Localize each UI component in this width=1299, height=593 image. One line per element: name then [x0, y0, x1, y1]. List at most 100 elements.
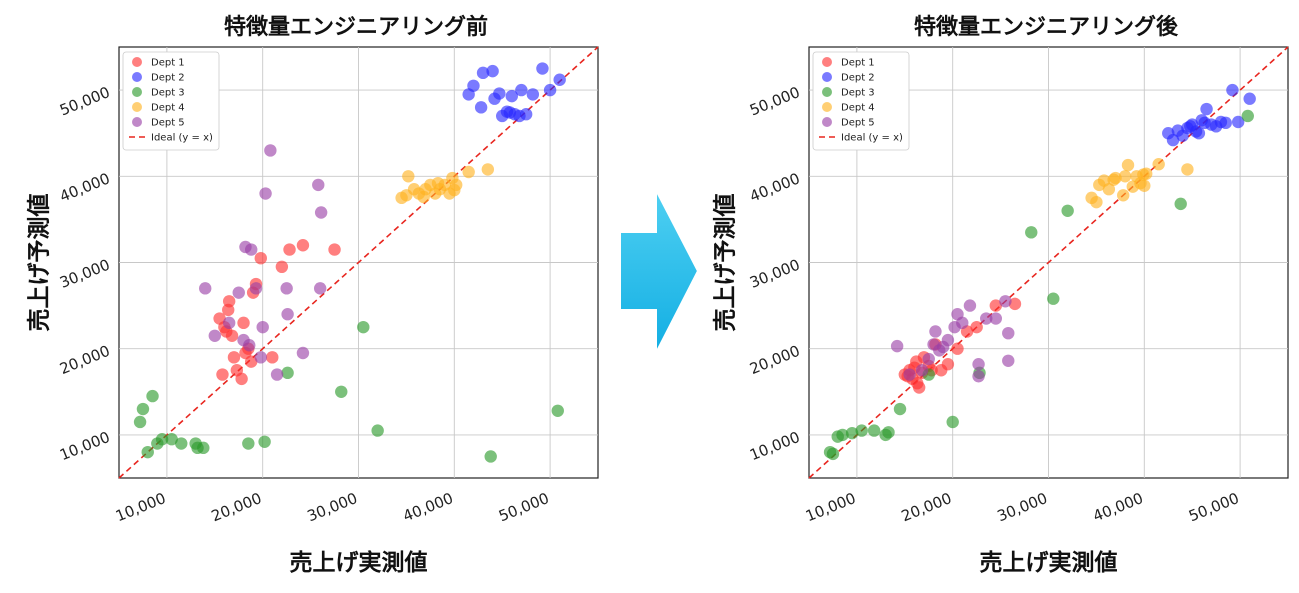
- data-point-dept-2: [515, 83, 528, 97]
- legend-label: Dept 2: [841, 73, 875, 84]
- legend-marker: [132, 117, 142, 127]
- data-point-dept-5: [243, 339, 256, 352]
- data-point-dept-4: [1090, 195, 1103, 209]
- data-point-dept-3: [371, 424, 384, 437]
- data-point-dept-4: [431, 176, 445, 190]
- data-point-dept-3: [882, 426, 895, 439]
- data-point-dept-3: [136, 402, 150, 416]
- data-point-dept-5: [890, 339, 904, 353]
- data-point-dept-5: [999, 295, 1012, 308]
- data-point-dept-1: [227, 351, 241, 364]
- data-point-dept-4: [1107, 173, 1120, 186]
- legend-label: Dept 2: [151, 73, 185, 84]
- data-point-dept-5: [963, 299, 977, 312]
- y-tick-label: 30,000: [57, 256, 112, 292]
- data-point-dept-3: [855, 424, 868, 437]
- y-tick-label: 20,000: [747, 342, 802, 378]
- legend-marker: [822, 102, 832, 112]
- legend-label: Dept 3: [151, 88, 185, 99]
- data-point-dept-3: [1025, 226, 1038, 239]
- data-point-dept-4: [462, 165, 475, 179]
- data-point-dept-3: [1174, 197, 1187, 211]
- data-point-dept-5: [281, 308, 294, 321]
- ideal-line: [808, 46, 1289, 479]
- legend-label: Dept 3: [841, 88, 875, 99]
- data-point-dept-2: [505, 89, 518, 103]
- legend: Dept 1 Dept 2 Dept 3 Dept 4 Dept 5 Ideal (y =…: [122, 51, 220, 151]
- data-point-dept-3: [335, 385, 348, 398]
- data-point-dept-3: [1047, 292, 1060, 305]
- data-point-dept-3: [484, 450, 497, 463]
- y-tick-label: 30,000: [747, 256, 802, 292]
- x-tick-label: 30,000: [305, 489, 360, 525]
- data-point-dept-2: [1184, 120, 1197, 133]
- x-tick-label: 10,000: [113, 489, 168, 525]
- data-point-dept-3: [242, 437, 255, 450]
- data-point-dept-2: [1243, 92, 1256, 105]
- data-point-dept-3: [155, 433, 169, 446]
- legend-marker: [822, 117, 832, 127]
- legend-label: Dept 5: [841, 118, 875, 129]
- data-point-dept-5: [232, 286, 245, 299]
- data-point-dept-4: [417, 190, 430, 204]
- data-point-dept-2: [1226, 83, 1239, 97]
- data-point-dept-2: [486, 64, 499, 78]
- data-point-dept-3: [165, 433, 178, 446]
- legend-marker: [132, 57, 142, 67]
- data-point-dept-4: [1121, 158, 1135, 172]
- data-point-dept-5: [208, 329, 221, 342]
- data-point-dept-5: [915, 364, 929, 377]
- data-point-dept-3: [357, 320, 370, 334]
- legend-box: [812, 51, 910, 151]
- data-point-dept-3: [197, 441, 210, 455]
- data-point-dept-4: [446, 171, 459, 185]
- y-tick-label: 20,000: [57, 342, 112, 378]
- legend-label: Dept 4: [151, 103, 185, 114]
- data-point-dept-5: [199, 282, 212, 295]
- chart-after: 特徴量エンジニアリング後 10,000 20,000 30,000 40,000 50,0…: [713, 14, 1289, 576]
- data-point-dept-3: [133, 415, 147, 429]
- y-tick-label: 10,000: [747, 428, 802, 464]
- data-point-dept-1: [254, 251, 267, 265]
- data-point-dept-1: [951, 342, 964, 355]
- data-point-dept-2: [543, 83, 557, 97]
- ideal-line: [118, 46, 599, 479]
- data-point-dept-5: [249, 282, 263, 295]
- y-axis-label: 売上げ予測値: [27, 194, 53, 332]
- data-point-dept-2: [1219, 116, 1232, 130]
- data-point-dept-3: [175, 437, 188, 450]
- data-point-dept-1: [283, 243, 296, 256]
- data-point-dept-1: [245, 355, 258, 368]
- data-point-dept-2: [503, 106, 517, 119]
- data-point-dept-5: [314, 206, 328, 219]
- data-point-dept-1: [237, 316, 250, 330]
- data-point-dept-2: [1198, 116, 1211, 130]
- data-point-dept-5: [980, 312, 993, 325]
- data-point-dept-3: [258, 435, 271, 448]
- legend-marker: [132, 102, 142, 112]
- data-point-dept-4: [1137, 168, 1150, 181]
- data-point-dept-2: [1192, 127, 1206, 140]
- data-point-dept-3: [826, 447, 840, 461]
- x-tick-label: 40,000: [1090, 489, 1145, 525]
- legend-marker: [822, 57, 832, 67]
- data-point-dept-1: [941, 358, 955, 371]
- data-point-dept-5: [270, 368, 284, 381]
- data-point-dept-3: [867, 424, 881, 437]
- data-point-dept-1: [989, 299, 1003, 312]
- data-point-dept-3: [1241, 109, 1254, 123]
- data-point-dept-3: [946, 415, 959, 429]
- data-point-dept-1: [296, 239, 310, 252]
- data-point-dept-4: [1118, 170, 1132, 183]
- data-point-dept-5: [922, 352, 935, 366]
- data-point-dept-2: [493, 87, 506, 100]
- legend-label: Dept 1: [841, 58, 875, 69]
- data-point-dept-5: [989, 312, 1003, 325]
- data-point-dept-5: [941, 333, 955, 347]
- data-point-dept-5: [222, 316, 236, 330]
- x-tick-label: 20,000: [899, 489, 954, 525]
- data-point-dept-4: [400, 189, 413, 202]
- data-point-dept-4: [1102, 183, 1116, 196]
- data-point-dept-5: [245, 243, 258, 256]
- data-point-dept-2: [467, 79, 480, 92]
